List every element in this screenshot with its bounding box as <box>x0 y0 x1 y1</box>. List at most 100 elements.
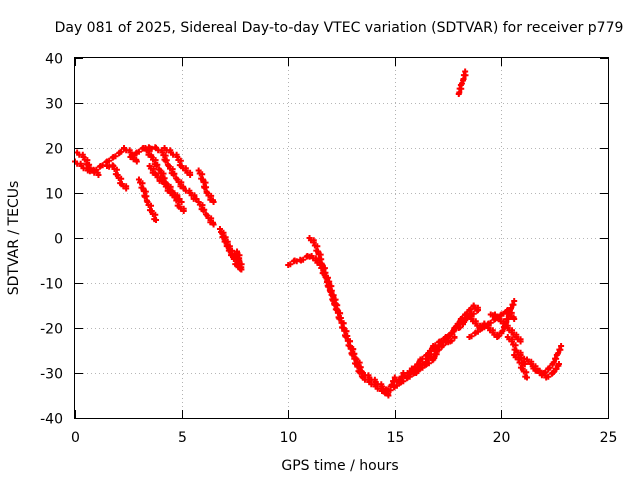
data-point <box>210 199 217 205</box>
interp-marker <box>414 361 421 368</box>
interp-marker <box>329 297 336 304</box>
series-track-17 <box>425 302 481 358</box>
interp-marker <box>460 72 467 79</box>
interp-marker <box>201 184 208 191</box>
interp-marker <box>397 377 404 384</box>
interp-marker <box>512 342 519 349</box>
interp-marker <box>398 373 405 380</box>
series-track-5 <box>135 176 160 223</box>
y-tick-label: 30 <box>45 97 63 113</box>
interp-marker <box>556 346 563 353</box>
interp-marker <box>390 378 397 385</box>
data-point <box>474 307 481 313</box>
interp-marker <box>199 171 206 178</box>
series-track-20 <box>487 311 524 345</box>
data-point <box>123 185 130 192</box>
interp-marker <box>419 355 426 362</box>
x-tick-label: 0 <box>71 430 80 446</box>
interp-marker <box>499 327 506 334</box>
interp-marker <box>85 162 92 169</box>
interp-marker <box>236 252 243 259</box>
data-point <box>451 334 458 340</box>
y-tick-label: -10 <box>40 277 63 293</box>
interp-marker <box>314 243 321 250</box>
interp-marker <box>554 350 561 357</box>
interp-marker <box>435 343 442 350</box>
x-tick-label: 5 <box>178 430 187 446</box>
interp-marker <box>316 256 323 263</box>
y-tick-label: -30 <box>40 367 63 383</box>
interp-marker <box>238 261 245 268</box>
interp-marker <box>350 351 357 358</box>
series-track-8 <box>161 145 194 178</box>
series-track-3 <box>103 162 130 192</box>
interp-marker <box>448 330 455 336</box>
x-axis-title: GPS time / hours <box>281 458 398 474</box>
interp-marker <box>552 355 559 362</box>
interp-marker <box>481 324 488 331</box>
interp-marker <box>170 171 177 178</box>
data-point <box>238 266 245 273</box>
interp-marker <box>153 162 160 169</box>
interp-marker <box>287 261 294 268</box>
y-tick-label: 20 <box>45 142 63 158</box>
interp-marker <box>440 337 447 344</box>
data-point <box>187 172 194 178</box>
interp-marker <box>175 198 182 205</box>
interp-marker <box>552 366 559 372</box>
interp-marker <box>320 270 327 277</box>
interp-marker <box>106 157 113 164</box>
interp-marker <box>342 333 349 340</box>
x-tick-label: 10 <box>280 430 298 446</box>
y-tick-label: 40 <box>45 52 63 68</box>
interp-marker <box>152 211 159 218</box>
interp-marker <box>129 153 136 160</box>
interp-marker <box>509 301 516 308</box>
series-track-14 <box>306 235 392 399</box>
plot-frame <box>74 57 609 419</box>
interp-marker <box>113 166 120 173</box>
interp-marker <box>162 152 169 159</box>
data-point <box>385 392 392 399</box>
interp-marker <box>141 193 148 200</box>
y-tick-label: 10 <box>45 187 63 203</box>
x-tick-label: 15 <box>387 430 405 446</box>
interp-marker <box>523 369 530 376</box>
interp-marker <box>474 328 481 335</box>
interp-marker <box>456 85 463 92</box>
interp-marker <box>406 369 413 376</box>
interp-marker <box>135 148 142 155</box>
interp-marker <box>518 360 525 367</box>
series-track-7 <box>146 163 187 214</box>
data-point <box>523 374 530 381</box>
interp-marker <box>356 359 363 366</box>
interp-marker <box>300 256 307 263</box>
interp-marker <box>160 170 167 177</box>
series-track-22 <box>511 352 530 381</box>
interp-marker <box>462 315 469 322</box>
series-track-1 <box>72 145 140 175</box>
chart-grid <box>75 58 608 418</box>
data-point <box>511 316 518 322</box>
interp-marker <box>470 310 477 317</box>
series-track-23 <box>523 343 565 377</box>
data-point <box>180 208 187 214</box>
interp-marker <box>500 310 507 317</box>
x-tick-label: 20 <box>493 430 511 446</box>
data-point <box>555 361 562 367</box>
interp-marker <box>200 207 207 214</box>
interp-marker <box>177 157 184 164</box>
y-tick-label: 0 <box>54 232 63 248</box>
interp-marker <box>468 333 475 340</box>
axis-ticks: -40 -30 -20 -10 0 10 20 30 40 0 5 10 15 20 25 <box>40 52 617 447</box>
interp-marker <box>226 243 233 250</box>
data-point <box>511 298 518 304</box>
y-tick-label: -40 <box>40 412 63 428</box>
interp-marker <box>414 368 421 375</box>
series-track-2 <box>74 149 102 178</box>
interp-marker <box>393 382 400 389</box>
series-track-24 <box>530 361 562 381</box>
series-track-12 <box>234 248 245 273</box>
data-layer <box>72 68 565 399</box>
interp-marker <box>356 364 363 371</box>
